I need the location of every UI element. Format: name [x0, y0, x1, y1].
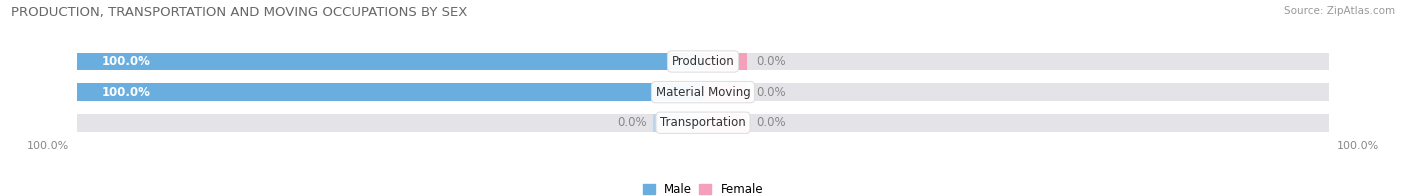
Text: Production: Production — [672, 55, 734, 68]
Text: 0.0%: 0.0% — [756, 116, 786, 129]
Bar — [703, 83, 1329, 101]
Text: Source: ZipAtlas.com: Source: ZipAtlas.com — [1284, 6, 1395, 16]
Bar — [703, 114, 1329, 132]
Bar — [77, 53, 703, 70]
Text: PRODUCTION, TRANSPORTATION AND MOVING OCCUPATIONS BY SEX: PRODUCTION, TRANSPORTATION AND MOVING OC… — [11, 6, 468, 19]
Text: 0.0%: 0.0% — [617, 116, 647, 129]
Bar — [77, 83, 703, 101]
Bar — [703, 53, 1329, 70]
Text: 100.0%: 100.0% — [27, 141, 69, 151]
Bar — [652, 114, 703, 132]
Text: 100.0%: 100.0% — [101, 55, 150, 68]
Bar — [703, 83, 747, 101]
Text: 100.0%: 100.0% — [101, 86, 150, 99]
Text: Transportation: Transportation — [661, 116, 745, 129]
Legend: Male, Female: Male, Female — [643, 183, 763, 196]
Bar — [77, 114, 703, 132]
Bar — [703, 53, 747, 70]
Bar — [77, 83, 703, 101]
Text: 100.0%: 100.0% — [1337, 141, 1379, 151]
Bar — [703, 114, 747, 132]
Bar — [77, 53, 703, 70]
Text: Material Moving: Material Moving — [655, 86, 751, 99]
Text: 0.0%: 0.0% — [756, 55, 786, 68]
Text: 0.0%: 0.0% — [756, 86, 786, 99]
